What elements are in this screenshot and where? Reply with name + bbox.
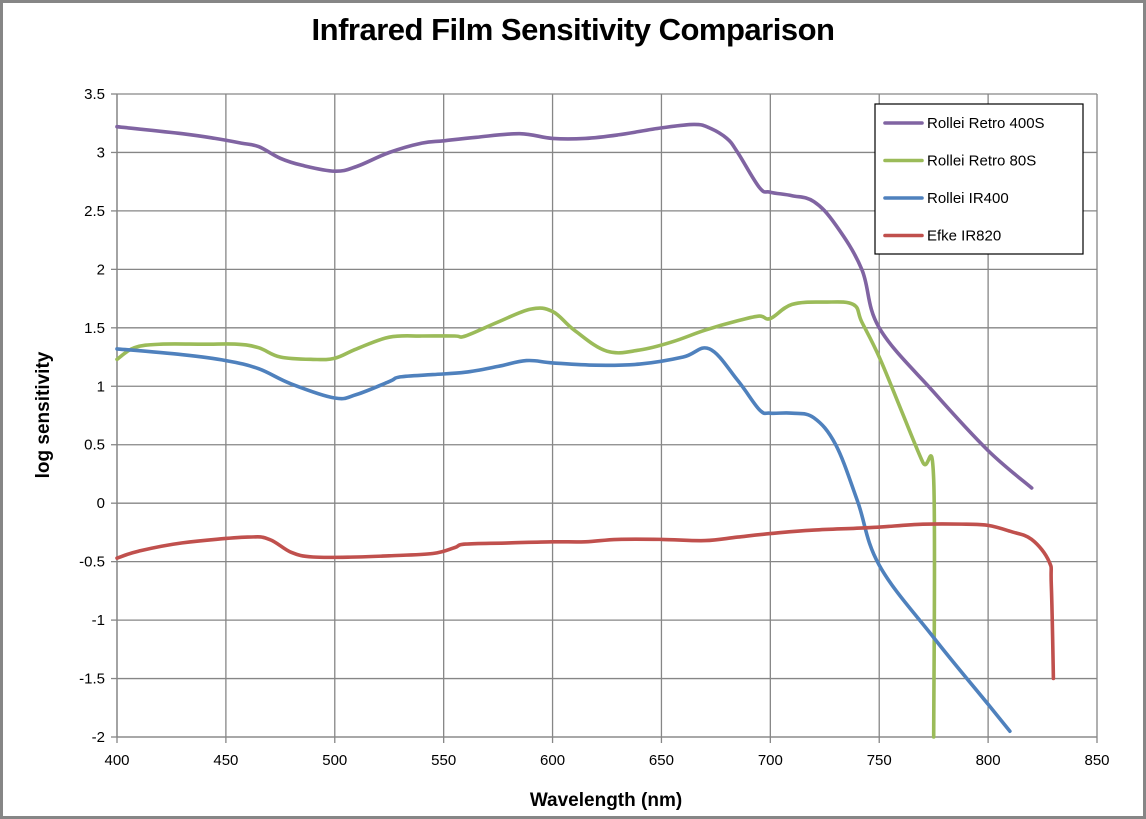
x-tick-labels: 400 450 500 550 600 650 700 750 800 850	[104, 752, 1109, 769]
y-tick-label: 0	[97, 495, 105, 512]
y-tick-label: -1	[92, 612, 105, 629]
y-tick-label: 2	[97, 261, 105, 278]
x-tick-label: 600	[540, 752, 565, 769]
series-line-rollei-ir400	[115, 346, 1012, 733]
x-tick-label: 850	[1084, 752, 1109, 769]
legend-label: Efke IR820	[927, 228, 1001, 245]
x-tick-label: 650	[649, 752, 674, 769]
series-group	[115, 122, 1056, 739]
legend: Rollei Retro 400S Rollei Retro 80S Rollei …	[874, 103, 1084, 255]
y-tick-label: 1	[97, 378, 105, 395]
x-tick-label: 700	[758, 752, 783, 769]
x-tick-label: 450	[213, 752, 238, 769]
x-tick-label: 400	[104, 752, 129, 769]
series-line-rollei-retro-400s	[115, 122, 1034, 490]
chart-title: Infrared Film Sensitivity Comparison	[311, 12, 835, 47]
y-tick-label: 3.5	[84, 86, 105, 103]
legend-label: Rollei IR400	[927, 190, 1009, 207]
legend-label: Rollei Retro 80S	[927, 153, 1036, 170]
y-tick-label: 1.5	[84, 320, 105, 337]
y-tick-labels: 3.5 3 2.5 2 1.5 1 0.5 0 -0.5 -1 -1.5 -2	[79, 86, 105, 746]
y-tick-label: -0.5	[79, 554, 105, 571]
x-tick-label: 550	[431, 752, 456, 769]
legend-item-rollei-retro-80s: Rollei Retro 80S	[883, 153, 1036, 170]
series-line-rollei-retro-80s	[115, 300, 937, 739]
x-tick-label: 500	[322, 752, 347, 769]
y-tick-label: 0.5	[84, 437, 105, 454]
legend-item-rollei-retro-400s: Rollei Retro 400S	[883, 115, 1045, 132]
x-tick-label: 750	[867, 752, 892, 769]
x-axis-title: Wavelength (nm)	[530, 790, 682, 811]
legend-box	[874, 103, 1084, 255]
legend-label: Rollei Retro 400S	[927, 115, 1045, 132]
series-line-efke-ir820	[115, 522, 1056, 681]
y-axis-title: log sensitivity	[33, 351, 54, 478]
legend-item-efke-ir820: Efke IR820	[883, 228, 1001, 245]
legend-item-rollei-ir400: Rollei IR400	[883, 190, 1009, 207]
y-tick-label: -1.5	[79, 671, 105, 688]
x-tick-label: 800	[976, 752, 1001, 769]
y-tick-label: 3	[97, 144, 105, 161]
y-tick-label: 2.5	[84, 203, 105, 220]
y-tick-label: -2	[92, 729, 105, 746]
